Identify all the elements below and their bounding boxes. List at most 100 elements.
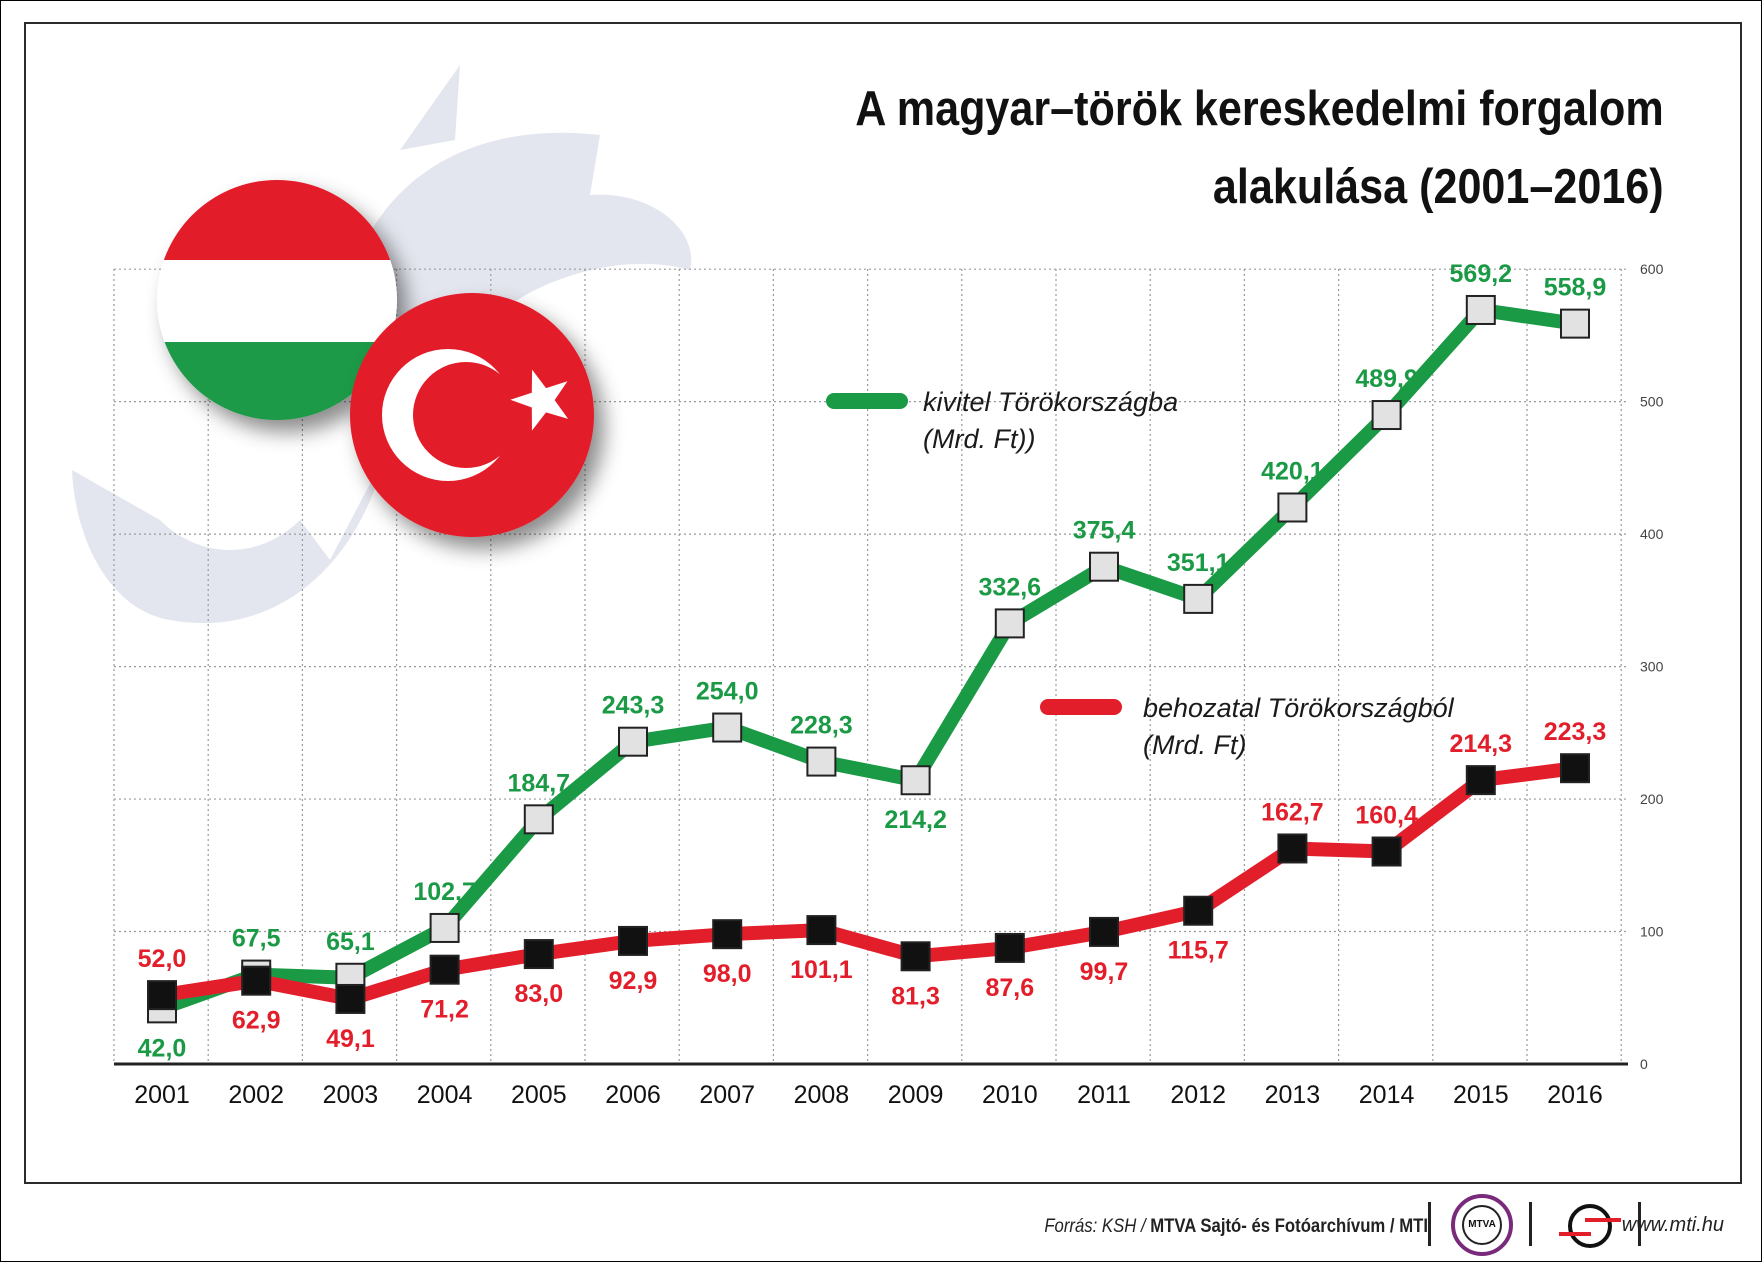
- import-data-label: 160,4: [1355, 802, 1418, 830]
- divider: [1428, 1202, 1431, 1246]
- export-point: [712, 712, 743, 743]
- import-data-label: 81,3: [891, 982, 940, 1010]
- import-point: [1560, 753, 1590, 784]
- chart-title-line1: A magyar–török kereskedelmi forgalom: [855, 82, 1664, 136]
- source-prefix: Forrás: KSH /: [1044, 1216, 1151, 1237]
- import-point: [900, 941, 931, 972]
- import-line: [155, 761, 1582, 1006]
- export-point: [618, 726, 648, 757]
- import-point: [994, 932, 1025, 963]
- export-data-label: 569,2: [1450, 260, 1513, 288]
- import-point: [618, 925, 648, 956]
- import-point: [335, 983, 366, 1014]
- export-line: [155, 302, 1582, 1016]
- export-point: [1183, 583, 1214, 614]
- export-point: [1277, 492, 1308, 523]
- mtva-logo: MTVA: [1451, 1194, 1513, 1256]
- export-point: [429, 912, 460, 943]
- divider: [1529, 1202, 1532, 1246]
- x-tick-label: 2006: [605, 1081, 661, 1109]
- import-data-label: 49,1: [326, 1025, 375, 1053]
- import-data-label: 115,7: [1168, 937, 1229, 965]
- export-data-label: 243,3: [602, 692, 665, 720]
- import-data-label: 223,3: [1544, 718, 1607, 746]
- legend: kivitel Törökországba (Mrd. Ft)) behozat…: [826, 387, 1455, 760]
- x-tick-label: 2011: [1077, 1081, 1131, 1109]
- import-data-label: 98,0: [703, 960, 752, 988]
- x-axis-ticks: 2001 2002 2003 2004 2005 2006 2007 2008 2009 2010…: [134, 1081, 1603, 1109]
- x-tick-label: 2003: [323, 1081, 379, 1109]
- export-point: [806, 746, 837, 777]
- y-axis-ticks: 0 100 200 300 400 500 600: [1640, 261, 1664, 1072]
- x-tick-label: 2008: [794, 1081, 850, 1109]
- import-data-label: 62,9: [232, 1007, 281, 1035]
- export-point: [1089, 551, 1119, 582]
- export-point: [1560, 308, 1590, 339]
- import-data-label: 162,7: [1261, 798, 1324, 826]
- import-data-label: 71,2: [420, 996, 469, 1024]
- export-data-label: 489,9: [1355, 365, 1418, 393]
- import-data-label: 92,9: [609, 967, 658, 995]
- chart-frame: [24, 22, 1742, 1184]
- x-tick-label: 2012: [1170, 1081, 1226, 1109]
- import-point: [806, 915, 837, 946]
- x-tick-label: 2010: [982, 1081, 1038, 1109]
- source-org: MTVA Sajtó- és Fotóarchívum / MTI: [1150, 1216, 1428, 1237]
- import-point: [712, 919, 743, 950]
- y-tick-label: 100: [1640, 924, 1664, 940]
- hungary-flag-icon: [157, 180, 397, 420]
- import-point: [1465, 765, 1496, 796]
- import-data-label: 101,1: [790, 956, 853, 984]
- legend-import-line2: (Mrd. Ft): [1143, 730, 1246, 760]
- import-point: [1277, 833, 1308, 864]
- series-export: 42,0 67,5 65,1 102,7 184,7 243,3 254,0 228,3 214…: [138, 260, 1607, 1062]
- export-data-label: 102,7: [413, 878, 476, 906]
- export-data-label: 65,1: [326, 928, 375, 956]
- x-tick-label: 2007: [699, 1081, 755, 1109]
- y-tick-label: 300: [1640, 659, 1664, 675]
- legend-import-line1: behozatal Törökországból: [1143, 693, 1455, 723]
- chart-title-line2: alakulása (2001–2016): [1213, 160, 1664, 214]
- export-data-label: 351,1: [1167, 549, 1230, 577]
- import-data-label: 214,3: [1450, 730, 1513, 758]
- source-credit: Forrás: KSH / MTVA Sajtó- és Fotóarchívu…: [1044, 1216, 1428, 1238]
- export-data-label: 420,1: [1261, 457, 1324, 485]
- series-import: 52,0 62,9 49,1 71,2 83,0 92,9 98,0 101,1 81,3 87,…: [138, 718, 1607, 1053]
- export-data-label: 375,4: [1073, 517, 1136, 545]
- import-data-label: 87,6: [985, 974, 1034, 1002]
- import-point: [1089, 916, 1119, 947]
- chart-title: A magyar–török kereskedelmi forgalom ala…: [856, 70, 1664, 226]
- x-tick-label: 2016: [1547, 1081, 1603, 1109]
- import-point: [523, 939, 554, 970]
- mti-logo: [1559, 1204, 1621, 1248]
- legend-export-line2: (Mrd. Ft)): [923, 424, 1035, 454]
- x-tick-label: 2009: [888, 1081, 944, 1109]
- x-tick-label: 2005: [511, 1081, 567, 1109]
- turkey-flag-icon: [350, 293, 594, 537]
- import-point: [429, 954, 460, 985]
- export-data-label: 332,6: [979, 573, 1042, 601]
- legend-export-line1: kivitel Törökországba: [923, 387, 1178, 417]
- import-point: [241, 965, 272, 996]
- export-data-label: 228,3: [790, 712, 853, 740]
- import-data-label: 99,7: [1080, 958, 1129, 986]
- website-link[interactable]: www.mti.hu: [1621, 1214, 1724, 1236]
- export-data-label: 67,5: [232, 925, 281, 953]
- export-data-label: 558,9: [1544, 274, 1607, 302]
- export-point: [994, 608, 1025, 639]
- import-point: [147, 980, 177, 1011]
- x-tick-label: 2004: [417, 1081, 473, 1109]
- x-tick-label: 2002: [228, 1081, 284, 1109]
- y-tick-label: 200: [1640, 791, 1664, 807]
- export-point: [1371, 400, 1402, 431]
- mtva-logo-text: MTVA: [1462, 1205, 1502, 1245]
- import-point: [1371, 836, 1402, 867]
- import-data-label: 52,0: [138, 945, 187, 973]
- export-data-label: 42,0: [138, 1034, 187, 1062]
- export-point: [523, 804, 554, 835]
- x-tick-label: 2001: [134, 1081, 190, 1109]
- y-tick-label: 500: [1640, 394, 1664, 410]
- x-tick-label: 2014: [1359, 1081, 1415, 1109]
